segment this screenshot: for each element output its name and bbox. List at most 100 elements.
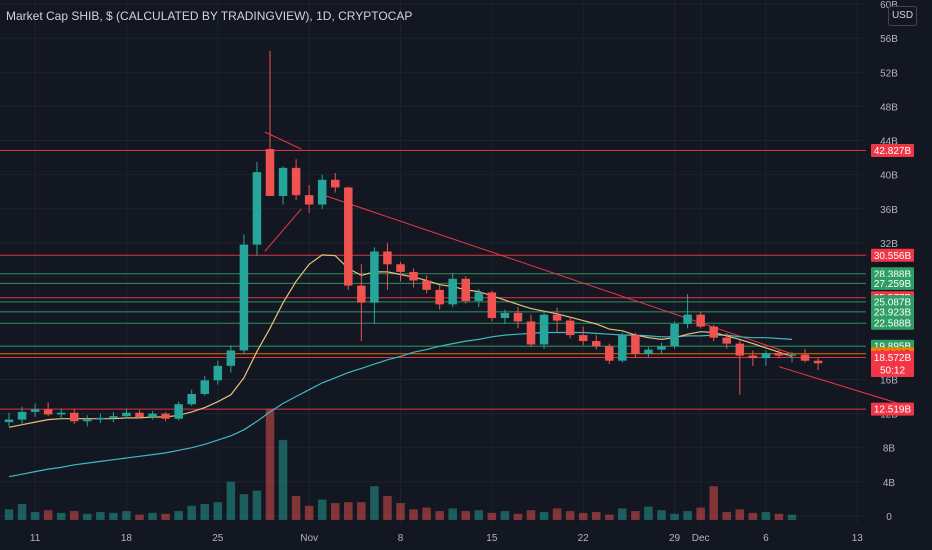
volume-bar [122,511,131,520]
price-label-bg [871,144,914,158]
volume-bar [317,499,327,520]
y-tick-label: 44B [880,137,898,148]
price-label: 19.895B [874,342,912,353]
candle-body [670,324,679,347]
price-label-bg [871,402,914,416]
candle-body [631,335,640,354]
volume-bar [70,511,79,520]
grid-lines [0,0,866,523]
candle-body [357,285,366,303]
y-tick-label: 8B [883,444,896,455]
y-tick-label: 16B [880,375,898,386]
volume-bar [565,511,575,520]
candle-body [148,413,157,418]
candle-body [56,412,66,415]
volume-bar [83,513,92,520]
volume-bar [187,505,196,520]
candle-body [265,149,275,196]
candle-body [683,314,692,324]
candle-body [161,413,170,419]
trendline [264,131,302,150]
y-tick-label: 48B [880,102,898,113]
candle-body [422,280,431,290]
volume-bar [605,514,614,520]
trendline [778,366,910,408]
candle-body [774,353,784,356]
price-label: 18.572B [874,353,912,364]
x-tick-label: 6 [763,533,769,544]
candle-body [96,417,105,420]
candle-body [109,416,118,418]
candle-body [17,411,27,420]
y-tick-label: 4B [883,478,896,489]
candle-body [317,179,327,205]
price-label: 25.087B [874,297,912,308]
volume-bar [135,514,144,520]
candle-body [618,335,627,361]
candle-body [304,195,314,205]
candle-body [213,365,223,381]
x-axis: 111825Nov8152229Dec61320 [30,533,863,544]
x-tick-label: 18 [121,533,133,544]
price-label: 22.588B [874,319,912,330]
volume-bar [213,502,223,520]
volume-bar [513,513,523,520]
ema-long-line [8,331,793,478]
horizontal-levels [0,150,866,410]
candle-body [592,341,601,347]
trendline [264,208,302,252]
price-label: 30.556B [874,251,912,262]
candle-body [344,187,353,286]
volume-bar [252,490,262,520]
y-tick-label: 60B [880,0,898,11]
volume-bar [487,512,497,520]
currency-badge[interactable]: USD [888,6,917,26]
candle-body [278,167,288,196]
volume-bar [96,511,105,520]
chart-title: Market Cap SHIB, $ (CALCULATED BY TRADIN… [6,9,413,23]
price-label-bg [871,276,914,290]
volume-bar [461,511,470,520]
volume-bar [552,508,562,520]
candle-body [30,409,40,412]
volume-bar [331,503,340,520]
candle-body [239,244,249,351]
candle-body [657,346,666,350]
price-label: 27.259B [874,279,912,290]
candle-body [226,350,236,366]
x-tick-label: 8 [398,533,404,544]
candle-body [461,278,470,301]
volume-bar [109,512,118,520]
volume-bar [657,510,666,520]
price-label: 42.827B [874,146,912,157]
candle-body [487,292,497,319]
price-label-bg [871,351,914,378]
candle-body [709,326,718,338]
candle-body [761,353,771,359]
candle-body [748,355,758,359]
volume-bar [396,503,405,520]
x-tick-label: 25 [212,533,224,544]
candle-body [644,349,653,354]
candle-body [43,409,53,415]
volume-bar [696,507,705,520]
volume-bar [148,512,157,520]
volume-bar [344,502,353,520]
y-tick-label: 52B [880,68,898,79]
candle-body [70,412,79,422]
volume-bar [474,510,484,520]
y-tick-label: 56B [880,34,898,45]
price-labels: 42.827B30.556B28.388B27.259B25.577B25.08… [871,144,914,416]
volume-bar [30,511,40,520]
candle-body [526,321,536,345]
candle-body [800,354,810,361]
volume-bar [200,503,209,520]
volume-bar [500,511,510,520]
candle-body [500,312,510,319]
candle-body [513,312,523,322]
price-label-bg [871,316,914,330]
price-label-bg [871,295,914,309]
volume-bar [722,511,731,520]
candle-body [578,335,588,342]
